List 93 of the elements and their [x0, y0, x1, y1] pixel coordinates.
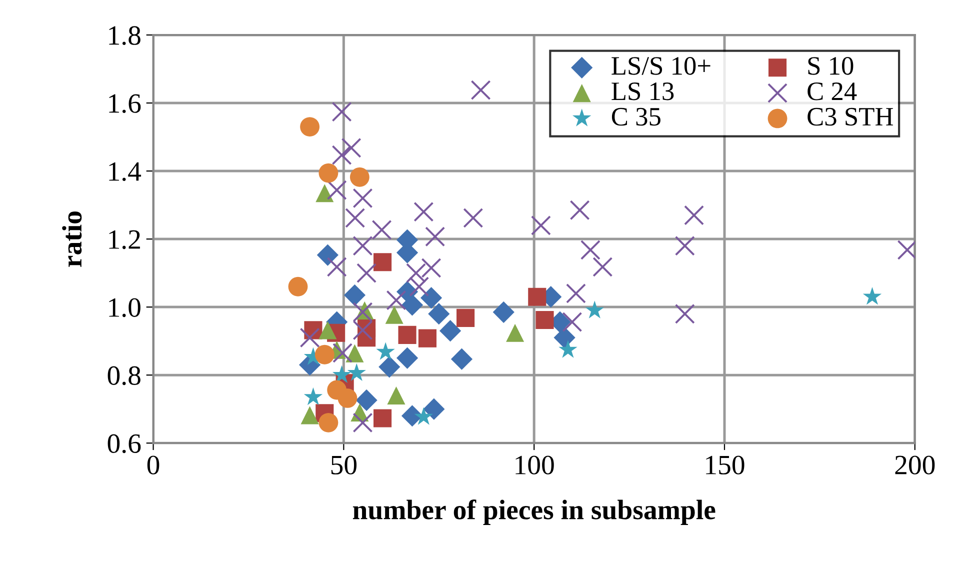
point	[350, 167, 370, 187]
point	[341, 138, 362, 158]
point	[528, 288, 546, 306]
point	[428, 303, 450, 325]
point	[420, 287, 442, 309]
point	[326, 256, 347, 277]
legend-label: C 24	[808, 82, 857, 100]
point	[376, 342, 395, 360]
x-axis-title: number of pieces in subsample	[352, 500, 716, 525]
point	[450, 348, 473, 370]
point	[344, 284, 366, 306]
point	[409, 276, 430, 297]
point	[440, 320, 462, 342]
y-tick-label: 0.6	[108, 434, 141, 454]
point	[674, 236, 695, 256]
point	[352, 236, 373, 256]
point	[554, 326, 576, 348]
point	[372, 220, 392, 240]
point	[562, 312, 582, 332]
x-tick-label: 0	[147, 456, 160, 474]
point	[566, 283, 586, 304]
point	[318, 321, 337, 340]
point	[352, 188, 373, 208]
point	[352, 412, 373, 433]
point	[338, 388, 358, 408]
point	[396, 347, 418, 369]
point	[558, 340, 578, 358]
point	[300, 406, 319, 424]
legend-label: C3 STH	[808, 108, 894, 126]
point	[862, 287, 882, 305]
y-tick-label: 1.8	[109, 26, 140, 46]
point	[385, 306, 404, 324]
legend-label: S 10	[808, 57, 854, 75]
point	[304, 387, 323, 406]
x-tick-label: 200	[895, 456, 935, 474]
point	[386, 290, 406, 310]
point	[585, 300, 604, 318]
point	[332, 342, 353, 363]
point	[421, 258, 442, 278]
point	[536, 310, 554, 329]
point	[470, 80, 491, 100]
point	[316, 244, 338, 266]
point	[352, 320, 373, 340]
point	[345, 208, 366, 228]
point	[674, 304, 695, 324]
x-tick-label: 50	[331, 456, 357, 474]
point	[423, 398, 445, 420]
point	[373, 253, 392, 272]
y-tick-label: 1.0	[109, 298, 140, 318]
point	[300, 328, 320, 348]
x-tick-label: 150	[706, 456, 744, 474]
point	[414, 202, 434, 222]
y-tick-label: 1.6	[109, 94, 141, 114]
point	[347, 363, 366, 381]
point	[300, 117, 320, 137]
legend-label: C 35	[612, 108, 660, 126]
legend-label: LS/S 10+	[612, 57, 710, 75]
point	[332, 102, 352, 122]
point	[288, 276, 308, 296]
point	[506, 324, 524, 342]
point	[318, 163, 338, 183]
point	[356, 263, 377, 284]
point	[425, 226, 446, 247]
point	[314, 344, 334, 364]
point	[316, 184, 334, 202]
point	[378, 356, 400, 378]
point	[414, 407, 433, 425]
point	[356, 389, 378, 412]
point	[530, 215, 551, 236]
point	[684, 205, 704, 226]
y-tick-label: 1.2	[109, 230, 140, 250]
point	[463, 208, 484, 228]
y-tick-label: 0.8	[108, 366, 140, 386]
point	[580, 240, 600, 260]
point	[387, 386, 406, 404]
point	[570, 200, 590, 220]
point	[418, 329, 436, 348]
y-tick-label: 1.4	[109, 162, 142, 182]
point	[318, 412, 338, 432]
point	[346, 344, 364, 362]
legend-label: LS 13	[612, 82, 674, 100]
point	[456, 308, 475, 327]
point	[352, 302, 373, 322]
point	[406, 263, 426, 284]
point	[373, 409, 392, 428]
point	[332, 365, 352, 384]
point	[326, 180, 347, 200]
point	[592, 256, 613, 277]
x-tick-label: 100	[516, 456, 554, 474]
point	[398, 326, 416, 344]
point	[492, 301, 514, 323]
point	[332, 145, 352, 166]
y-axis-title: ratio	[62, 212, 82, 267]
